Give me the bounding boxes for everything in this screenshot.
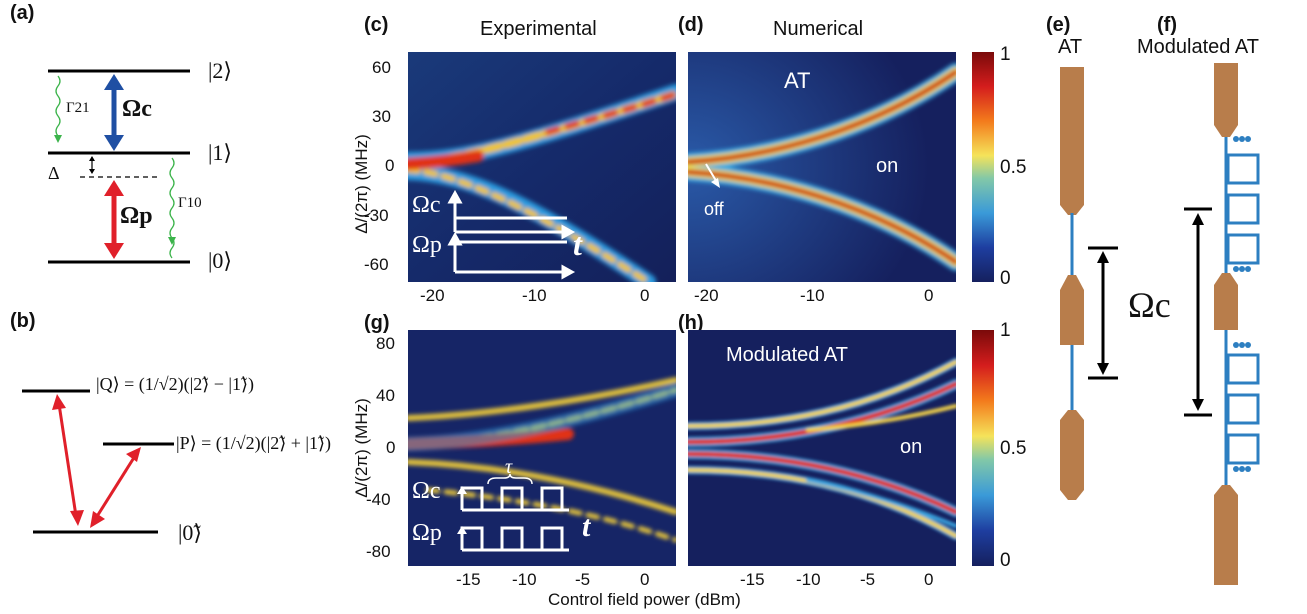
- ytick-g-m80: -80: [366, 542, 391, 561]
- omega-p-inset-c: Ωp: [412, 232, 442, 258]
- xtick-c-m20: -20: [420, 286, 445, 305]
- tau-inset-g: τ: [505, 456, 513, 478]
- pulse-timing-inset-g: [457, 473, 569, 552]
- colorbar-bottom-tick-0: 0: [1000, 550, 1011, 571]
- xtick-h-0: 0: [924, 570, 934, 589]
- xtick-h-m10: -10: [796, 570, 821, 589]
- panel-label-c: (c): [364, 14, 389, 36]
- state-p-label: |P⟩ = (1/√2)(|2̃⟩ + |1̃⟩): [176, 433, 332, 453]
- xtick-h-m5: -5: [860, 570, 876, 589]
- title-numerical: Numerical: [773, 18, 864, 40]
- y-axis-label-top: Δ/(2π) (MHz): [352, 134, 371, 234]
- waveguide-schematic-at: [1060, 67, 1118, 500]
- colorbar-bottom-tick-1: 1: [1000, 320, 1011, 341]
- heatmap-numerical-modulated-at: [688, 330, 956, 566]
- xtick-g-m15: -15: [456, 570, 481, 589]
- colorbar-top-tick-1: 1: [1000, 44, 1011, 65]
- annotation-d-on: on: [876, 155, 899, 177]
- panel-label-f: (f): [1157, 14, 1177, 36]
- ytick-g-40: 40: [376, 386, 395, 405]
- xtick-g-0: 0: [640, 570, 650, 589]
- ytick-c-m60: -60: [364, 255, 389, 274]
- y-axis-label-bottom: Δ/(2π) (MHz): [352, 398, 371, 498]
- omega-p-inset-g: Ωp: [412, 520, 442, 546]
- heatmap-numerical-at: [688, 52, 956, 282]
- omega-c-label-a: Ωc: [122, 96, 152, 122]
- xtick-g-m10: -10: [512, 570, 537, 589]
- panel-label-h: (h): [678, 312, 704, 334]
- waveguide-schematic-modulated-at: [1184, 63, 1260, 585]
- ytick-g-0: 0: [386, 438, 396, 457]
- omega-p-label-a: Ωp: [120, 203, 153, 229]
- time-t-inset-g: t: [582, 510, 591, 543]
- state-0-label: |0̃⟩: [178, 520, 202, 545]
- panel-label-d: (d): [678, 14, 704, 36]
- panel-label-e: (e): [1046, 14, 1071, 36]
- xtick-d-m10: -10: [800, 286, 825, 305]
- energy-level-diagram-a: [48, 69, 190, 264]
- annotation-h-modulated-at: Modulated AT: [726, 344, 848, 366]
- ytick-c-0: 0: [385, 156, 395, 175]
- ytick-c-60: 60: [372, 58, 391, 77]
- xtick-h-m15: -15: [740, 570, 765, 589]
- level-2-label: |2⟩: [208, 58, 232, 83]
- xtick-d-m20: -20: [694, 286, 719, 305]
- annotation-h-on: on: [900, 436, 923, 458]
- panel-label-a: (a): [10, 2, 35, 24]
- heatmap-experimental-at: [408, 52, 676, 282]
- title-modulated-at: Modulated AT: [1137, 36, 1259, 58]
- colorbar-bottom-tick-05: 0.5: [1000, 438, 1027, 459]
- ytick-c-30: 30: [372, 107, 391, 126]
- level-0-label: |0⟩: [208, 248, 232, 273]
- xtick-c-m10: -10: [522, 286, 547, 305]
- panel-label-b: (b): [10, 310, 36, 332]
- xtick-d-0: 0: [924, 286, 934, 305]
- gamma10-label: Γ10: [178, 195, 202, 211]
- colorbar-top-tick-05: 0.5: [1000, 157, 1027, 178]
- colorbar-bottom: [972, 330, 994, 566]
- delta-label: Δ: [48, 163, 60, 183]
- ytick-g-80: 80: [376, 334, 395, 353]
- panel-label-g: (g): [364, 312, 390, 334]
- xtick-c-0: 0: [640, 286, 650, 305]
- gamma21-label: Γ21: [66, 100, 90, 116]
- annotation-d-at: AT: [784, 68, 811, 93]
- dressed-state-diagram-b: [22, 389, 174, 534]
- x-axis-label: Control field power (dBm): [548, 590, 741, 609]
- ytick-c-m30: -30: [364, 206, 389, 225]
- title-experimental: Experimental: [480, 18, 597, 40]
- pulse-timing-inset-c: [447, 190, 576, 280]
- ytick-g-m40: -40: [366, 490, 391, 509]
- colorbar-top-tick-0: 0: [1000, 268, 1011, 289]
- title-at: AT: [1058, 36, 1083, 58]
- omega-c-inset-g: Ωc: [412, 478, 441, 504]
- colorbar-top: [972, 52, 994, 282]
- omega-c-big-label: Ωc: [1128, 285, 1171, 325]
- state-q-label: |Q⟩ = (1/√2)(|2̃⟩ − |1̃⟩): [96, 374, 255, 394]
- level-1-label: |1⟩: [208, 140, 232, 165]
- omega-c-inset-c: Ωc: [412, 192, 441, 218]
- xtick-g-m5: -5: [575, 570, 591, 589]
- annotation-d-off: off: [704, 199, 724, 219]
- time-t-inset-c: t: [573, 226, 582, 262]
